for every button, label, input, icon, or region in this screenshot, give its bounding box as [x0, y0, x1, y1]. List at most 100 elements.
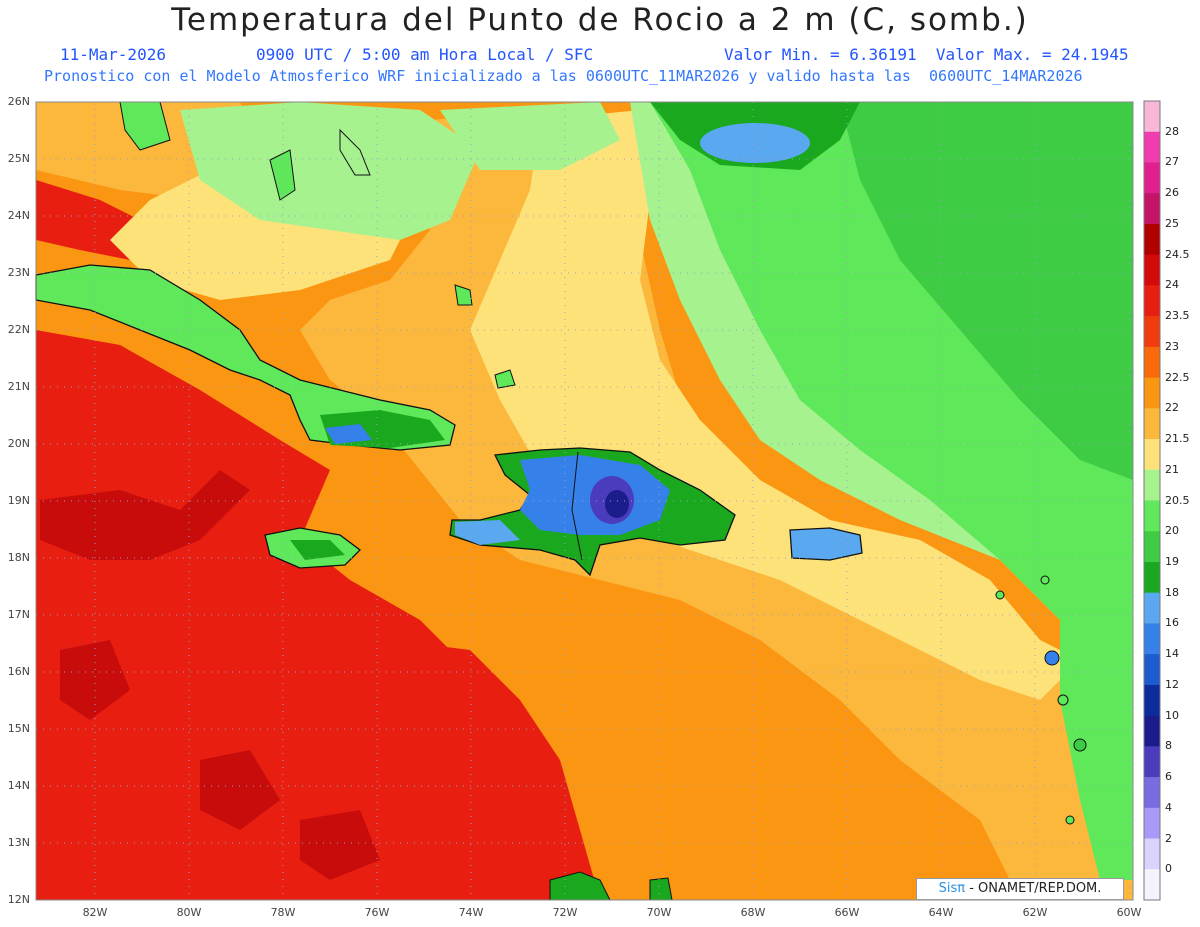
puerto-rico-land	[789, 527, 863, 561]
map-title: Temperatura del Punto de Rocio a 2 m (C,…	[171, 2, 1029, 38]
colorbar-label: 12	[1165, 677, 1179, 691]
cuba-blue	[325, 424, 372, 444]
jamaica-dark	[290, 540, 345, 560]
colorbar-swatch	[1144, 101, 1160, 133]
antilles-6	[1065, 815, 1075, 825]
colorbar-swatch	[1144, 469, 1160, 501]
field-red-center	[390, 640, 600, 900]
colorbar-swatch	[1144, 500, 1160, 532]
colorbar-label: 20.5	[1165, 493, 1190, 507]
colorbar-label: 4	[1165, 800, 1172, 814]
colorbar-label: 0	[1165, 862, 1172, 876]
lat-label: 17N	[7, 608, 30, 621]
subtitle-time: 0900 UTC / 5:00 am Hora Local / SFC	[256, 45, 594, 64]
lat-label: 18N	[7, 551, 30, 564]
colorbar-label: 19	[1165, 554, 1179, 568]
field-darkred-3	[200, 750, 280, 830]
field-green-bands-east	[1060, 560, 1133, 880]
antilles-5	[1040, 575, 1050, 585]
lat-label: 22N	[7, 323, 30, 336]
field-lightgreen-2	[180, 102, 480, 240]
credit-box: Sisπ - ONAMET/REP.DOM.	[916, 878, 1124, 900]
subtitle-minmax: Valor Min. = 6.36191 Valor Max. = 24.194…	[724, 45, 1129, 64]
antilles-2	[1057, 694, 1069, 706]
cuba-land	[35, 264, 456, 451]
colorbar-swatch	[1144, 223, 1160, 256]
shaded-field	[35, 101, 1133, 901]
field-lightgreen-3	[440, 102, 620, 170]
lon-label: 76W	[364, 906, 390, 919]
colorbar-swatch	[1144, 838, 1160, 870]
lon-label: 78W	[270, 906, 296, 919]
colorbar-label: 10	[1165, 708, 1179, 722]
colorbar-label: 22	[1165, 401, 1179, 415]
map-frame	[35, 101, 1134, 901]
colorbar-swatch	[1144, 807, 1160, 840]
lon-label: 64W	[928, 906, 954, 919]
field-yellow-1	[470, 110, 1080, 700]
lat-label: 12N	[7, 893, 30, 906]
colorbar-swatch	[1144, 777, 1160, 809]
antilles-4	[995, 590, 1005, 600]
colorbar-label: 27	[1165, 155, 1179, 169]
colorbar-label: 6	[1165, 770, 1172, 784]
colorbar-label: 23.5	[1165, 309, 1190, 323]
colorbar-swatch	[1144, 316, 1160, 348]
colorbar-swatch	[1144, 285, 1160, 317]
lat-label: 19N	[7, 494, 30, 507]
colorbar-label: 14	[1165, 647, 1179, 661]
colorbar-swatch	[1144, 654, 1160, 686]
colorbar-swatch	[1144, 162, 1160, 194]
lat-label: 24N	[7, 209, 30, 222]
colorbar-label: 20	[1165, 524, 1179, 538]
bahamas-5	[494, 369, 516, 389]
colorbar-swatch	[1144, 131, 1160, 163]
lat-label: 25N	[7, 152, 30, 165]
colorbar-label: 24.5	[1165, 247, 1190, 261]
colorbar-swatch	[1144, 746, 1160, 778]
field-darkred-1	[40, 470, 250, 560]
colorbar-label: 25	[1165, 216, 1179, 230]
haiti-border	[571, 451, 583, 561]
lat-label: 15N	[7, 722, 30, 735]
field-darkgreen-ne	[840, 102, 1133, 480]
colorbar-swatch	[1144, 592, 1160, 624]
colorbar-swatch	[1144, 193, 1160, 225]
lon-label: 60W	[1116, 906, 1142, 919]
lat-label: 13N	[7, 836, 30, 849]
colorbar-swatch	[1144, 346, 1160, 379]
colorbar-label: 18	[1165, 585, 1179, 599]
colorbar-swatch	[1144, 715, 1160, 747]
lat-label: 26N	[7, 95, 30, 108]
hispaniola-purple	[605, 490, 629, 518]
colorbar-label: 2	[1165, 831, 1172, 845]
bahamas-1	[269, 149, 296, 201]
field-blue-ne	[700, 123, 810, 163]
colorbar-swatch	[1144, 623, 1160, 655]
lon-label: 74W	[458, 906, 484, 919]
colorbar-label: 16	[1165, 616, 1179, 630]
lon-label: 68W	[740, 906, 766, 919]
colorbar-label: 8	[1165, 739, 1172, 753]
colorbar-label: 21	[1165, 462, 1179, 476]
credit-brand: Sisπ	[938, 881, 966, 896]
lon-label: 82W	[82, 906, 108, 919]
colorbar-label: 26	[1165, 186, 1179, 200]
bahamas-4	[454, 284, 473, 306]
colorbar-swatch	[1144, 408, 1160, 440]
antilles-1	[1044, 650, 1060, 666]
colorbar-label: 22.5	[1165, 370, 1190, 384]
lat-label: 23N	[7, 266, 30, 279]
bahamas-2	[339, 128, 371, 176]
south-america-coast-2	[649, 877, 673, 901]
lon-label: 66W	[834, 906, 860, 919]
lon-label: 72W	[552, 906, 578, 919]
colorbar-swatch	[1144, 531, 1160, 563]
colorbar-swatch	[1144, 254, 1160, 286]
field-darkred-2	[60, 640, 130, 720]
lon-label: 80W	[176, 906, 202, 919]
lon-label: 70W	[646, 906, 672, 919]
lat-label: 16N	[7, 665, 30, 678]
colorbar-label: 28	[1165, 124, 1179, 138]
